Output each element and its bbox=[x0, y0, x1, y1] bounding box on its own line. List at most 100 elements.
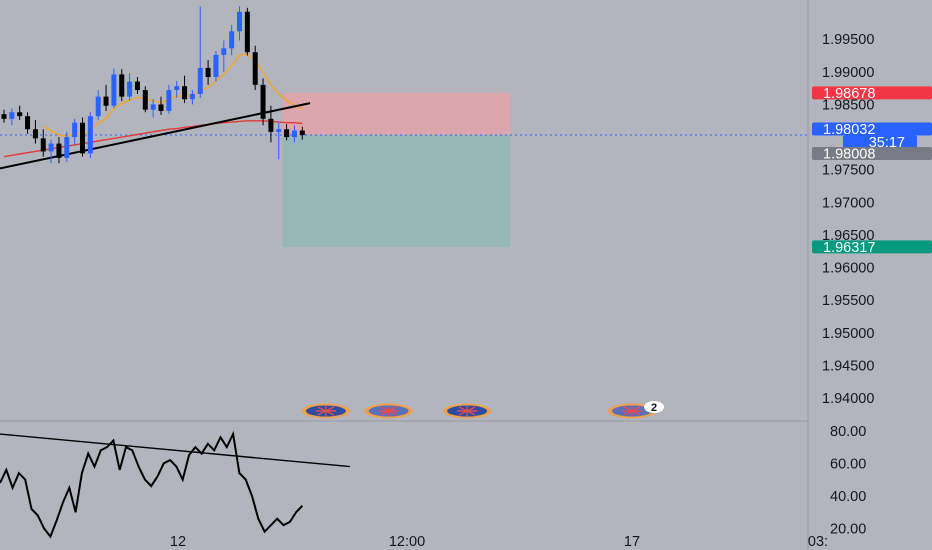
candle[interactable] bbox=[40, 129, 46, 157]
price-tick-label: 1.95000 bbox=[822, 326, 874, 342]
price-tag-label: 1.96317 bbox=[823, 240, 875, 256]
candle-body bbox=[25, 116, 31, 130]
economic-events[interactable]: 2 bbox=[301, 401, 664, 419]
price-tick-label: 1.94500 bbox=[822, 359, 874, 375]
candle[interactable] bbox=[72, 118, 78, 145]
flag-gb-icon[interactable]: 2 bbox=[608, 401, 664, 419]
candle[interactable] bbox=[197, 6, 203, 98]
candle[interactable] bbox=[56, 137, 62, 164]
candle[interactable] bbox=[205, 60, 211, 85]
oscillator-tick-label: 40.00 bbox=[830, 489, 866, 505]
price-trendline[interactable] bbox=[0, 102, 311, 170]
candle[interactable] bbox=[25, 112, 31, 134]
candle-body bbox=[95, 96, 101, 117]
candle[interactable] bbox=[32, 120, 38, 144]
flag-au-icon[interactable] bbox=[443, 403, 492, 419]
candle[interactable] bbox=[87, 112, 93, 158]
time-tick-label: 12 bbox=[170, 534, 186, 550]
flag-au-icon[interactable] bbox=[301, 403, 350, 419]
candle[interactable] bbox=[291, 125, 297, 143]
price-tag-price[interactable]: 1.98032 bbox=[812, 122, 932, 138]
candle[interactable] bbox=[221, 40, 227, 72]
candle[interactable] bbox=[48, 139, 54, 164]
candle[interactable] bbox=[299, 126, 305, 140]
candle[interactable] bbox=[1, 109, 7, 123]
candle[interactable] bbox=[150, 99, 156, 118]
event-count: 2 bbox=[651, 402, 657, 414]
candle-body bbox=[119, 74, 125, 97]
candle[interactable] bbox=[134, 77, 140, 94]
oscillator-tick-label: 20.00 bbox=[830, 521, 866, 537]
candle-body bbox=[111, 74, 117, 106]
candle[interactable] bbox=[9, 108, 15, 126]
candle[interactable] bbox=[142, 86, 148, 113]
candle[interactable] bbox=[166, 84, 172, 114]
candle-body bbox=[32, 129, 38, 139]
candle[interactable] bbox=[189, 90, 195, 105]
price-tag-label: 1.98678 bbox=[823, 86, 875, 102]
price-tick-label: 1.97500 bbox=[822, 163, 874, 179]
candle[interactable] bbox=[213, 50, 219, 82]
candle[interactable] bbox=[268, 105, 274, 143]
candle[interactable] bbox=[127, 73, 133, 101]
candle[interactable] bbox=[252, 45, 258, 91]
flag-cross bbox=[457, 406, 478, 416]
candle[interactable] bbox=[284, 124, 290, 141]
candle[interactable] bbox=[64, 131, 70, 162]
price-tag-box bbox=[812, 86, 932, 100]
price-tag-bid[interactable]: 1.98008 bbox=[812, 147, 932, 163]
oscillator-tick-label: 80.00 bbox=[830, 424, 866, 440]
oscillator-pane[interactable] bbox=[0, 420, 808, 539]
time-axis[interactable]: 12 12:00 17 03: bbox=[170, 534, 828, 550]
candle-body bbox=[174, 86, 180, 91]
oscillator-line bbox=[0, 430, 304, 539]
candle[interactable] bbox=[276, 122, 282, 160]
flag-cross bbox=[315, 406, 336, 416]
candle-body bbox=[284, 129, 290, 138]
price-axis[interactable]: 1.99500 1.99000 1.98500 1.97500 1.97000 1.965… bbox=[807, 0, 874, 550]
price-tag-stop[interactable]: 1.98678 bbox=[812, 86, 932, 102]
candle[interactable] bbox=[119, 69, 125, 102]
flag-cross bbox=[622, 406, 642, 416]
candle-body bbox=[48, 143, 54, 152]
candle[interactable] bbox=[158, 96, 164, 115]
candle-body bbox=[40, 138, 46, 152]
candle-body bbox=[252, 52, 258, 85]
candle-body bbox=[17, 112, 23, 117]
candle-body bbox=[127, 81, 133, 97]
candle[interactable] bbox=[182, 75, 188, 104]
candle-body bbox=[80, 122, 85, 154]
candle[interactable] bbox=[229, 24, 235, 56]
candle[interactable] bbox=[17, 105, 23, 121]
flag-gb-icon[interactable] bbox=[364, 403, 413, 419]
candle-body bbox=[276, 129, 282, 132]
stop-loss-zone[interactable] bbox=[282, 92, 511, 135]
candle[interactable] bbox=[111, 68, 117, 109]
candle-body bbox=[197, 67, 203, 94]
ema-slow-line bbox=[3, 120, 303, 158]
candle[interactable] bbox=[237, 6, 242, 41]
candle-body bbox=[189, 93, 195, 100]
event-count-badge bbox=[644, 401, 664, 413]
candle-body bbox=[244, 11, 250, 53]
candle[interactable] bbox=[80, 117, 85, 157]
price-tick-label: 1.97000 bbox=[822, 195, 874, 211]
candle[interactable] bbox=[103, 84, 109, 111]
price-tick-label: 1.98500 bbox=[822, 97, 874, 113]
price-tag-countdown[interactable]: 35:17 bbox=[843, 135, 917, 151]
take-profit-zone[interactable] bbox=[282, 134, 511, 247]
candle[interactable] bbox=[95, 90, 101, 121]
candle[interactable] bbox=[244, 7, 250, 56]
price-pane[interactable] bbox=[0, 6, 808, 247]
candle-body bbox=[221, 48, 227, 55]
oscillator-axis[interactable]: 80.00 60.00 40.00 20.00 bbox=[830, 424, 866, 538]
candle-body bbox=[237, 11, 242, 32]
candle-body bbox=[142, 90, 148, 110]
price-tag-label: 35:17 bbox=[869, 135, 905, 151]
price-tag-target[interactable]: 1.96317 bbox=[812, 240, 932, 256]
candle[interactable] bbox=[260, 78, 266, 126]
oscillator-trendline[interactable] bbox=[0, 433, 351, 468]
candle[interactable] bbox=[174, 80, 180, 98]
